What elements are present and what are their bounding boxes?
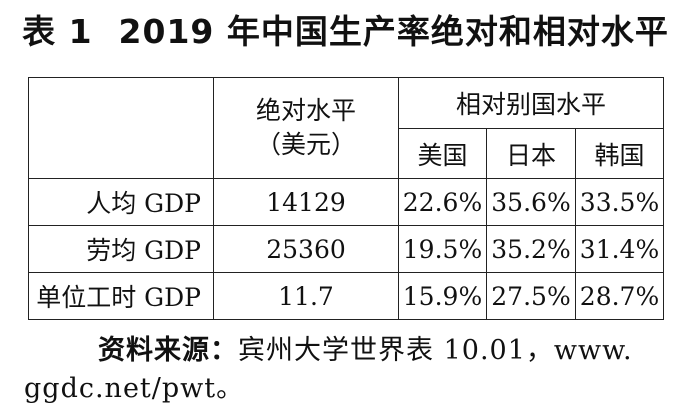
relative-level-header: 相对别国水平 [397,77,665,129]
absolute-level-header: 绝对水平 （美元） [213,77,399,179]
relative-kr: 31.4% [574,225,665,273]
relative-kr: 33.5% [574,178,665,226]
header-row-2: 美国 日本 韩国 [29,128,665,179]
absolute-value: 25360 [213,225,399,273]
absolute-value: 14129 [213,178,399,226]
relative-us: 22.6% [398,178,487,226]
table-title-text: 2019 年中国生产率绝对和相对水平 [118,12,669,51]
source-note: 资料来源：宾州大学世界表 10.01，www. ggdc.net/pwt。 [0,332,691,408]
table-row: 单位工时 GDP 11.7 15.9% 27.5% 28.7% [28,272,665,320]
header-row-1: 绝对水平 （美元） 相对别国水平 [28,77,665,179]
row-label: 单位工时 GDP [28,272,214,320]
table-row: 劳均 GDP 25360 19.5% 35.2% 31.4% [28,225,665,273]
table-title: 表 1 2019 年中国生产率绝对和相对水平 [0,8,691,56]
source-label: 资料来源： [98,335,238,366]
table-number: 表 1 [22,12,93,51]
relative-us: 19.5% [398,225,487,273]
country-header-jp: 日本 [486,128,576,179]
relative-jp: 27.5% [486,272,576,320]
country-header-us: 美国 [398,128,487,179]
relative-kr: 28.7% [574,272,665,320]
corner-cell [28,77,214,179]
country-header-kr: 韩国 [574,128,665,179]
source-line-2: ggdc.net/pwt。 [24,373,245,404]
row-label: 劳均 GDP [28,225,214,273]
absolute-value: 11.7 [213,272,399,320]
productivity-table: 绝对水平 （美元） 相对别国水平 美国 日本 韩国 人均 GDP 14129 2… [28,77,665,320]
absolute-level-unit: （美元） [255,130,356,159]
row-label: 人均 GDP [28,178,214,226]
table-row: 人均 GDP 14129 22.6% 35.6% 33.5% [28,178,665,226]
relative-jp: 35.2% [486,225,576,273]
source-line-1: 资料来源：宾州大学世界表 10.01，www. [0,332,691,370]
relative-jp: 35.6% [486,178,576,226]
absolute-level-label: 绝对水平 [255,96,356,125]
relative-us: 15.9% [398,272,487,320]
source-text-1: 宾州大学世界表 10.01，www. [238,335,633,366]
